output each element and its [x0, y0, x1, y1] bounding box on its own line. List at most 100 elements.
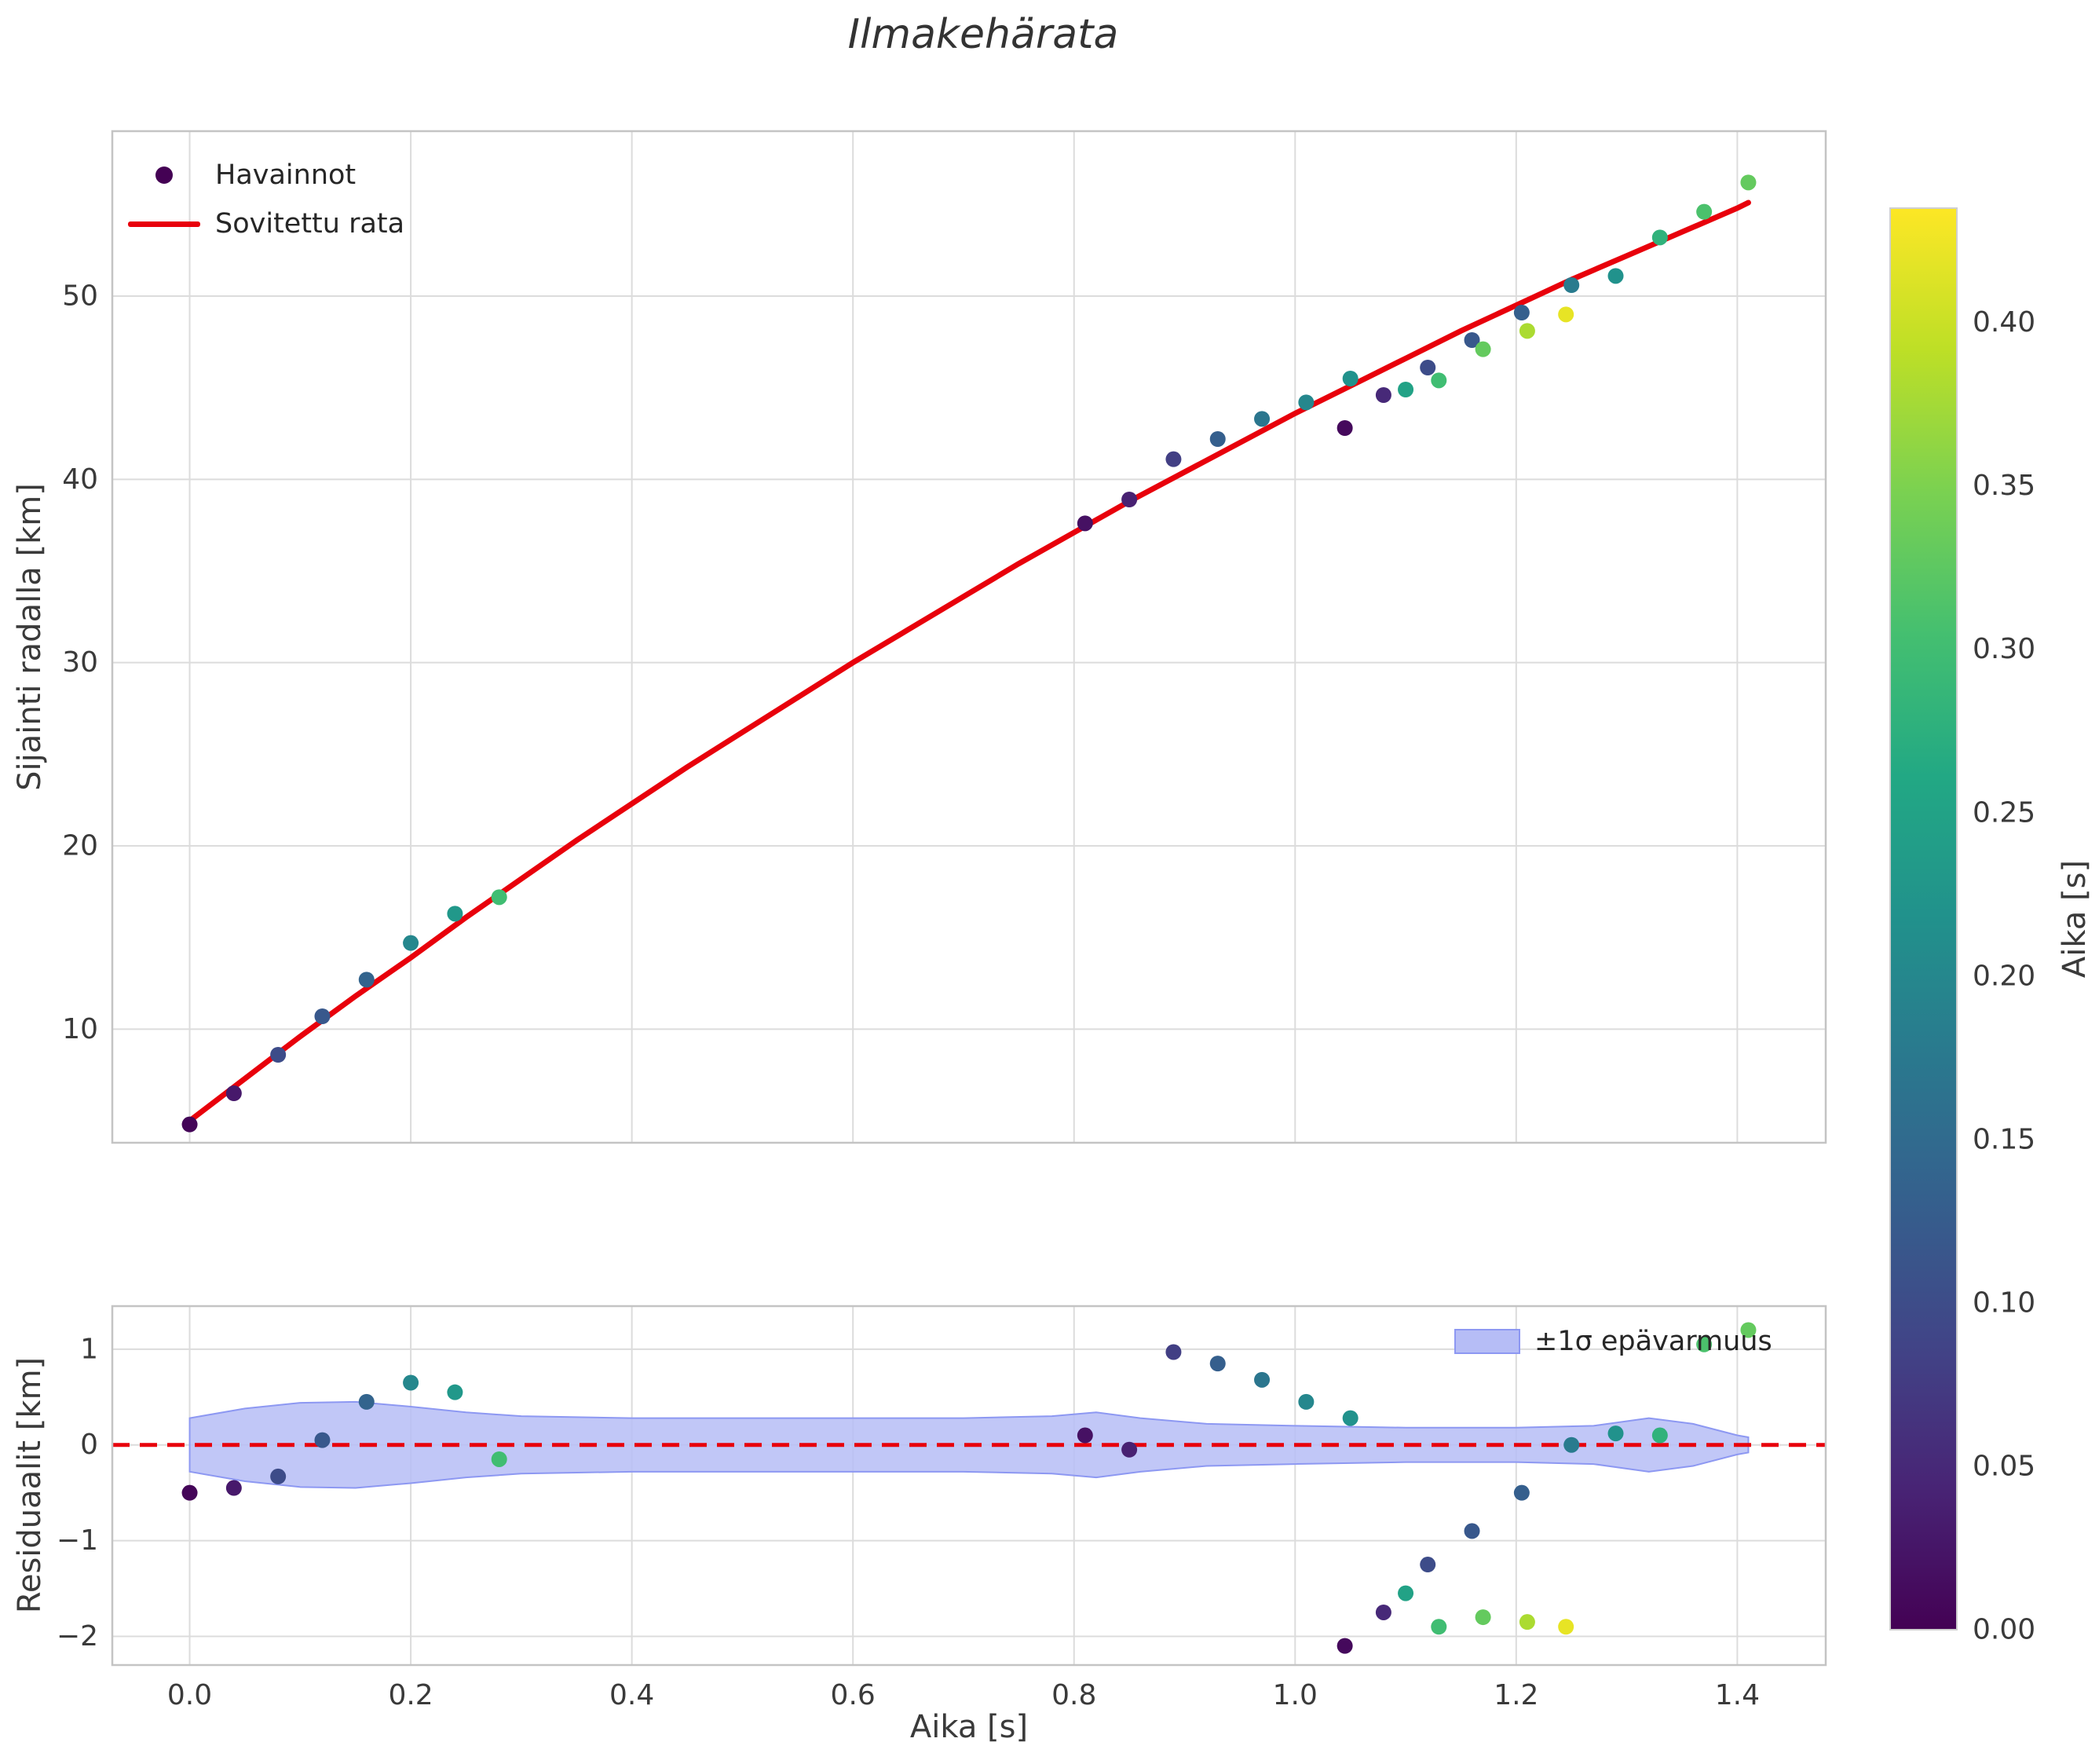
- y-tick-label: 50: [62, 280, 98, 313]
- data-point: [1475, 1609, 1491, 1626]
- data-point: [1375, 387, 1391, 403]
- legend-item-label: Sovitettu rata: [215, 208, 405, 240]
- data-point: [1254, 1371, 1271, 1388]
- y-tick-label: 40: [62, 463, 98, 496]
- data-point: [1607, 268, 1624, 284]
- data-point: [181, 1484, 198, 1501]
- x-tick-label: 0.8: [1051, 1679, 1096, 1711]
- colorbar-tick-label: 0.00: [1973, 1614, 2035, 1646]
- data-point: [1209, 431, 1226, 447]
- data-point: [1696, 203, 1713, 220]
- legend-item-sovitettu-rata: Sovitettu rata: [118, 199, 404, 248]
- x-tick-label: 0.0: [167, 1679, 212, 1711]
- y-axis-label-residuals: Residuaalit [km]: [12, 1356, 48, 1614]
- colorbar-tick-label: 0.35: [1973, 470, 2035, 502]
- data-point: [358, 972, 375, 988]
- data-point: [1431, 372, 1447, 389]
- data-point: [1398, 382, 1414, 397]
- y-tick-label: −1: [57, 1524, 98, 1557]
- x-tick-label: 1.2: [1494, 1679, 1538, 1711]
- data-point: [1398, 1585, 1414, 1601]
- legend-swatch-column: [118, 221, 210, 227]
- data-point: [1464, 332, 1480, 348]
- data-point: [314, 1432, 331, 1448]
- data-point: [491, 889, 507, 906]
- data-point: [270, 1468, 287, 1484]
- data-point: [1254, 411, 1271, 427]
- data-point: [1342, 1410, 1358, 1426]
- axes-frame: [111, 130, 1827, 1144]
- havainnot-marker-swatch: [155, 167, 173, 184]
- data-point: [1375, 1604, 1391, 1620]
- x-tick-label: 1.0: [1273, 1679, 1318, 1711]
- y-tick-label: 0: [80, 1429, 98, 1461]
- chart-title: Ilmakehärata: [847, 11, 1119, 58]
- data-point: [1563, 1436, 1580, 1453]
- data-point: [1513, 1484, 1530, 1501]
- data-point: [1420, 360, 1436, 375]
- data-point: [1165, 451, 1182, 467]
- x-tick-label: 0.2: [388, 1679, 433, 1711]
- x-tick-label: 0.4: [609, 1679, 654, 1711]
- colorbar-tick-label: 0.05: [1973, 1450, 2035, 1482]
- colorbar-tick-label: 0.40: [1973, 306, 2035, 339]
- data-point: [1740, 1322, 1757, 1338]
- colorbar: 0.00 0.05 0.10 0.15 0.20 0.25 0.30 0.35 0.40: [1889, 207, 2035, 1646]
- colorbar-tick-label: 0.25: [1973, 796, 2035, 829]
- y-tick-label: −2: [57, 1620, 98, 1652]
- legend-swatch-column: [118, 167, 210, 184]
- data-point: [1607, 1425, 1624, 1442]
- data-point: [270, 1047, 287, 1063]
- y-tick-label: 20: [62, 830, 98, 862]
- x-tick-label: 1.4: [1715, 1679, 1760, 1711]
- colorbar-gradient: [1889, 207, 1958, 1630]
- data-point: [1558, 306, 1574, 323]
- colorbar-tick-label: 0.10: [1973, 1286, 2035, 1319]
- data-point: [314, 1008, 331, 1024]
- data-point: [1420, 1557, 1436, 1573]
- data-point: [1121, 492, 1138, 507]
- data-point: [1298, 394, 1315, 411]
- colorbar-tick-label: 0.20: [1973, 960, 2035, 992]
- legend-item-havainnot: Havainnot: [118, 151, 404, 199]
- uncertainty-band-swatch: [1454, 1329, 1520, 1354]
- data-point: [1558, 1619, 1574, 1635]
- colorbar-tick-label: 0.15: [1973, 1123, 2035, 1155]
- data-point: [1563, 277, 1580, 293]
- y-tick-label: 30: [62, 646, 98, 679]
- data-point: [1165, 1344, 1182, 1360]
- trajectory-plot: 10 20 30 40 50: [62, 130, 1827, 1144]
- data-point: [491, 1451, 507, 1467]
- data-point: [1651, 229, 1668, 246]
- data-point: [1337, 420, 1353, 436]
- data-point: [447, 906, 463, 922]
- data-point: [1475, 341, 1491, 357]
- fitted-line: [187, 199, 1751, 1124]
- data-point: [181, 1116, 198, 1133]
- data-point: [1431, 1619, 1447, 1635]
- data-point: [358, 1393, 375, 1410]
- data-point: [1651, 1427, 1668, 1444]
- data-point: [225, 1480, 242, 1496]
- data-point: [1077, 1427, 1093, 1444]
- legend-trajectory: Havainnot Sovitettu rata: [118, 151, 404, 248]
- data-point: [1513, 305, 1530, 320]
- data-point: [1077, 515, 1093, 532]
- data-point: [1121, 1441, 1138, 1458]
- data-point: [225, 1085, 242, 1101]
- data-point: [1519, 323, 1535, 339]
- data-point: [1209, 1356, 1226, 1372]
- data-point: [1464, 1523, 1480, 1539]
- colorbar-label: Aika [s]: [2057, 859, 2093, 979]
- x-tick-label: 0.6: [831, 1679, 876, 1711]
- data-point: [403, 935, 419, 951]
- residual-plot: −2 −1 0 1 0.0 0.2 0.4 0.6 0.8 1.0 1.2 1.4: [57, 1305, 1827, 1711]
- data-point: [1740, 174, 1757, 191]
- y-axis-label-trajectory: Sijainti radalla [km]: [12, 483, 48, 791]
- x-axis-label: Aika [s]: [909, 1709, 1029, 1745]
- data-point: [1298, 1393, 1315, 1410]
- fitted-line-swatch: [128, 221, 200, 227]
- data-point: [1519, 1614, 1535, 1630]
